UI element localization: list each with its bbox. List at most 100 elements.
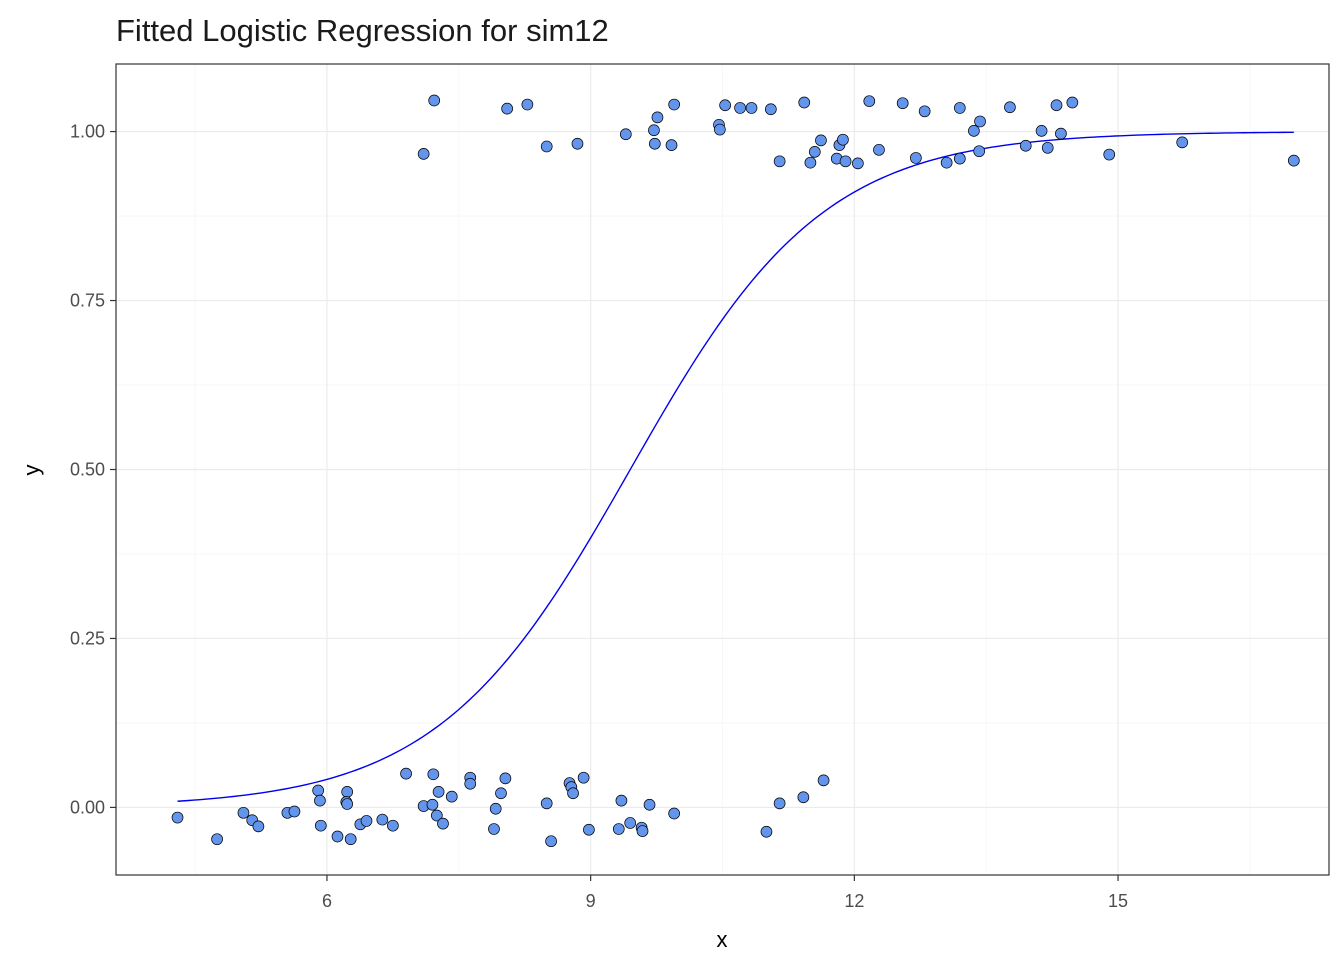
data-point [540, 140, 553, 153]
x-tick-label: 12 [844, 891, 864, 911]
chart-title: Fitted Logistic Regression for sim12 [116, 13, 609, 48]
data-point [1176, 136, 1189, 149]
data-point [719, 99, 731, 112]
data-point [360, 815, 373, 827]
data-point [489, 802, 502, 815]
data-point [873, 143, 885, 156]
data-point [764, 103, 777, 116]
data-point [488, 823, 500, 835]
y-axis-ticks: 0.00 0.25 0.50 0.75 1.00 [70, 122, 116, 817]
data-point [211, 833, 223, 846]
data-point [648, 124, 660, 137]
data-point [237, 806, 250, 819]
data-point [437, 817, 449, 830]
data-point [312, 784, 325, 797]
data-point [839, 155, 852, 168]
data-point [430, 809, 443, 822]
y-tick-label: 0.25 [70, 628, 105, 648]
data-point [426, 798, 439, 811]
data-point [837, 133, 849, 146]
data-point [953, 152, 966, 165]
data-point [797, 791, 810, 804]
data-point [668, 807, 681, 820]
data-point [1287, 154, 1300, 167]
data-point [1066, 96, 1079, 109]
data-point [432, 786, 445, 798]
data-point [773, 797, 786, 810]
fitted-logistic-curve [177, 131, 1294, 802]
data-point [612, 823, 625, 835]
y-tick-label: 0.00 [70, 797, 105, 817]
data-point [400, 767, 412, 780]
data-point [714, 123, 726, 136]
x-tick-label: 6 [322, 891, 332, 911]
data-point [1103, 148, 1116, 161]
x-axis-ticks: 6 9 12 15 [322, 875, 1128, 911]
data-point [643, 798, 656, 811]
data-point [668, 98, 681, 111]
data-point [171, 811, 184, 824]
data-point [910, 152, 922, 164]
data-point [445, 790, 458, 803]
data-point [817, 774, 830, 787]
data-point [974, 115, 986, 128]
y-axis-title: y [19, 465, 44, 476]
data-point [521, 98, 534, 111]
data-point [341, 786, 354, 798]
data-point [252, 820, 265, 833]
data-point [1050, 99, 1063, 112]
data-point [567, 787, 579, 800]
data-point [624, 817, 637, 829]
data-point [648, 137, 661, 150]
data-point [619, 128, 632, 141]
data-points [171, 94, 1300, 848]
x-tick-label: 9 [586, 891, 596, 911]
data-point [953, 102, 966, 114]
data-point [545, 835, 557, 848]
x-axis-title: x [717, 927, 728, 952]
data-point [417, 148, 430, 160]
data-point [665, 139, 678, 151]
data-point [773, 155, 786, 168]
data-point [495, 787, 507, 800]
data-point [1055, 127, 1067, 140]
data-point [804, 156, 817, 169]
data-point [428, 94, 441, 107]
data-point [501, 102, 513, 115]
y-tick-label: 1.00 [70, 122, 105, 142]
data-point [314, 794, 326, 807]
data-point [636, 825, 649, 837]
data-point [376, 813, 389, 826]
data-point [464, 777, 477, 790]
data-point [387, 819, 399, 832]
data-point [968, 125, 980, 137]
data-point [583, 823, 595, 836]
data-point [940, 156, 953, 169]
data-point [815, 134, 827, 147]
data-point [798, 96, 811, 109]
data-point [341, 798, 354, 810]
data-point [918, 105, 931, 118]
data-point [427, 768, 440, 781]
data-point [863, 95, 876, 108]
data-point [615, 794, 628, 807]
data-point [651, 111, 664, 124]
data-point [499, 772, 512, 785]
y-tick-label: 0.75 [70, 291, 105, 311]
data-point [577, 771, 590, 784]
data-point [760, 825, 773, 838]
data-point [745, 102, 758, 114]
data-point [344, 833, 357, 846]
y-tick-label: 0.50 [70, 460, 105, 480]
data-point [540, 797, 553, 810]
data-point [973, 145, 986, 158]
data-point [734, 102, 746, 114]
data-point [1041, 141, 1054, 154]
data-point [1019, 139, 1032, 152]
data-point [288, 805, 301, 818]
x-tick-label: 15 [1108, 891, 1128, 911]
data-point [896, 97, 909, 110]
data-point [852, 157, 864, 170]
data-point [331, 830, 344, 843]
